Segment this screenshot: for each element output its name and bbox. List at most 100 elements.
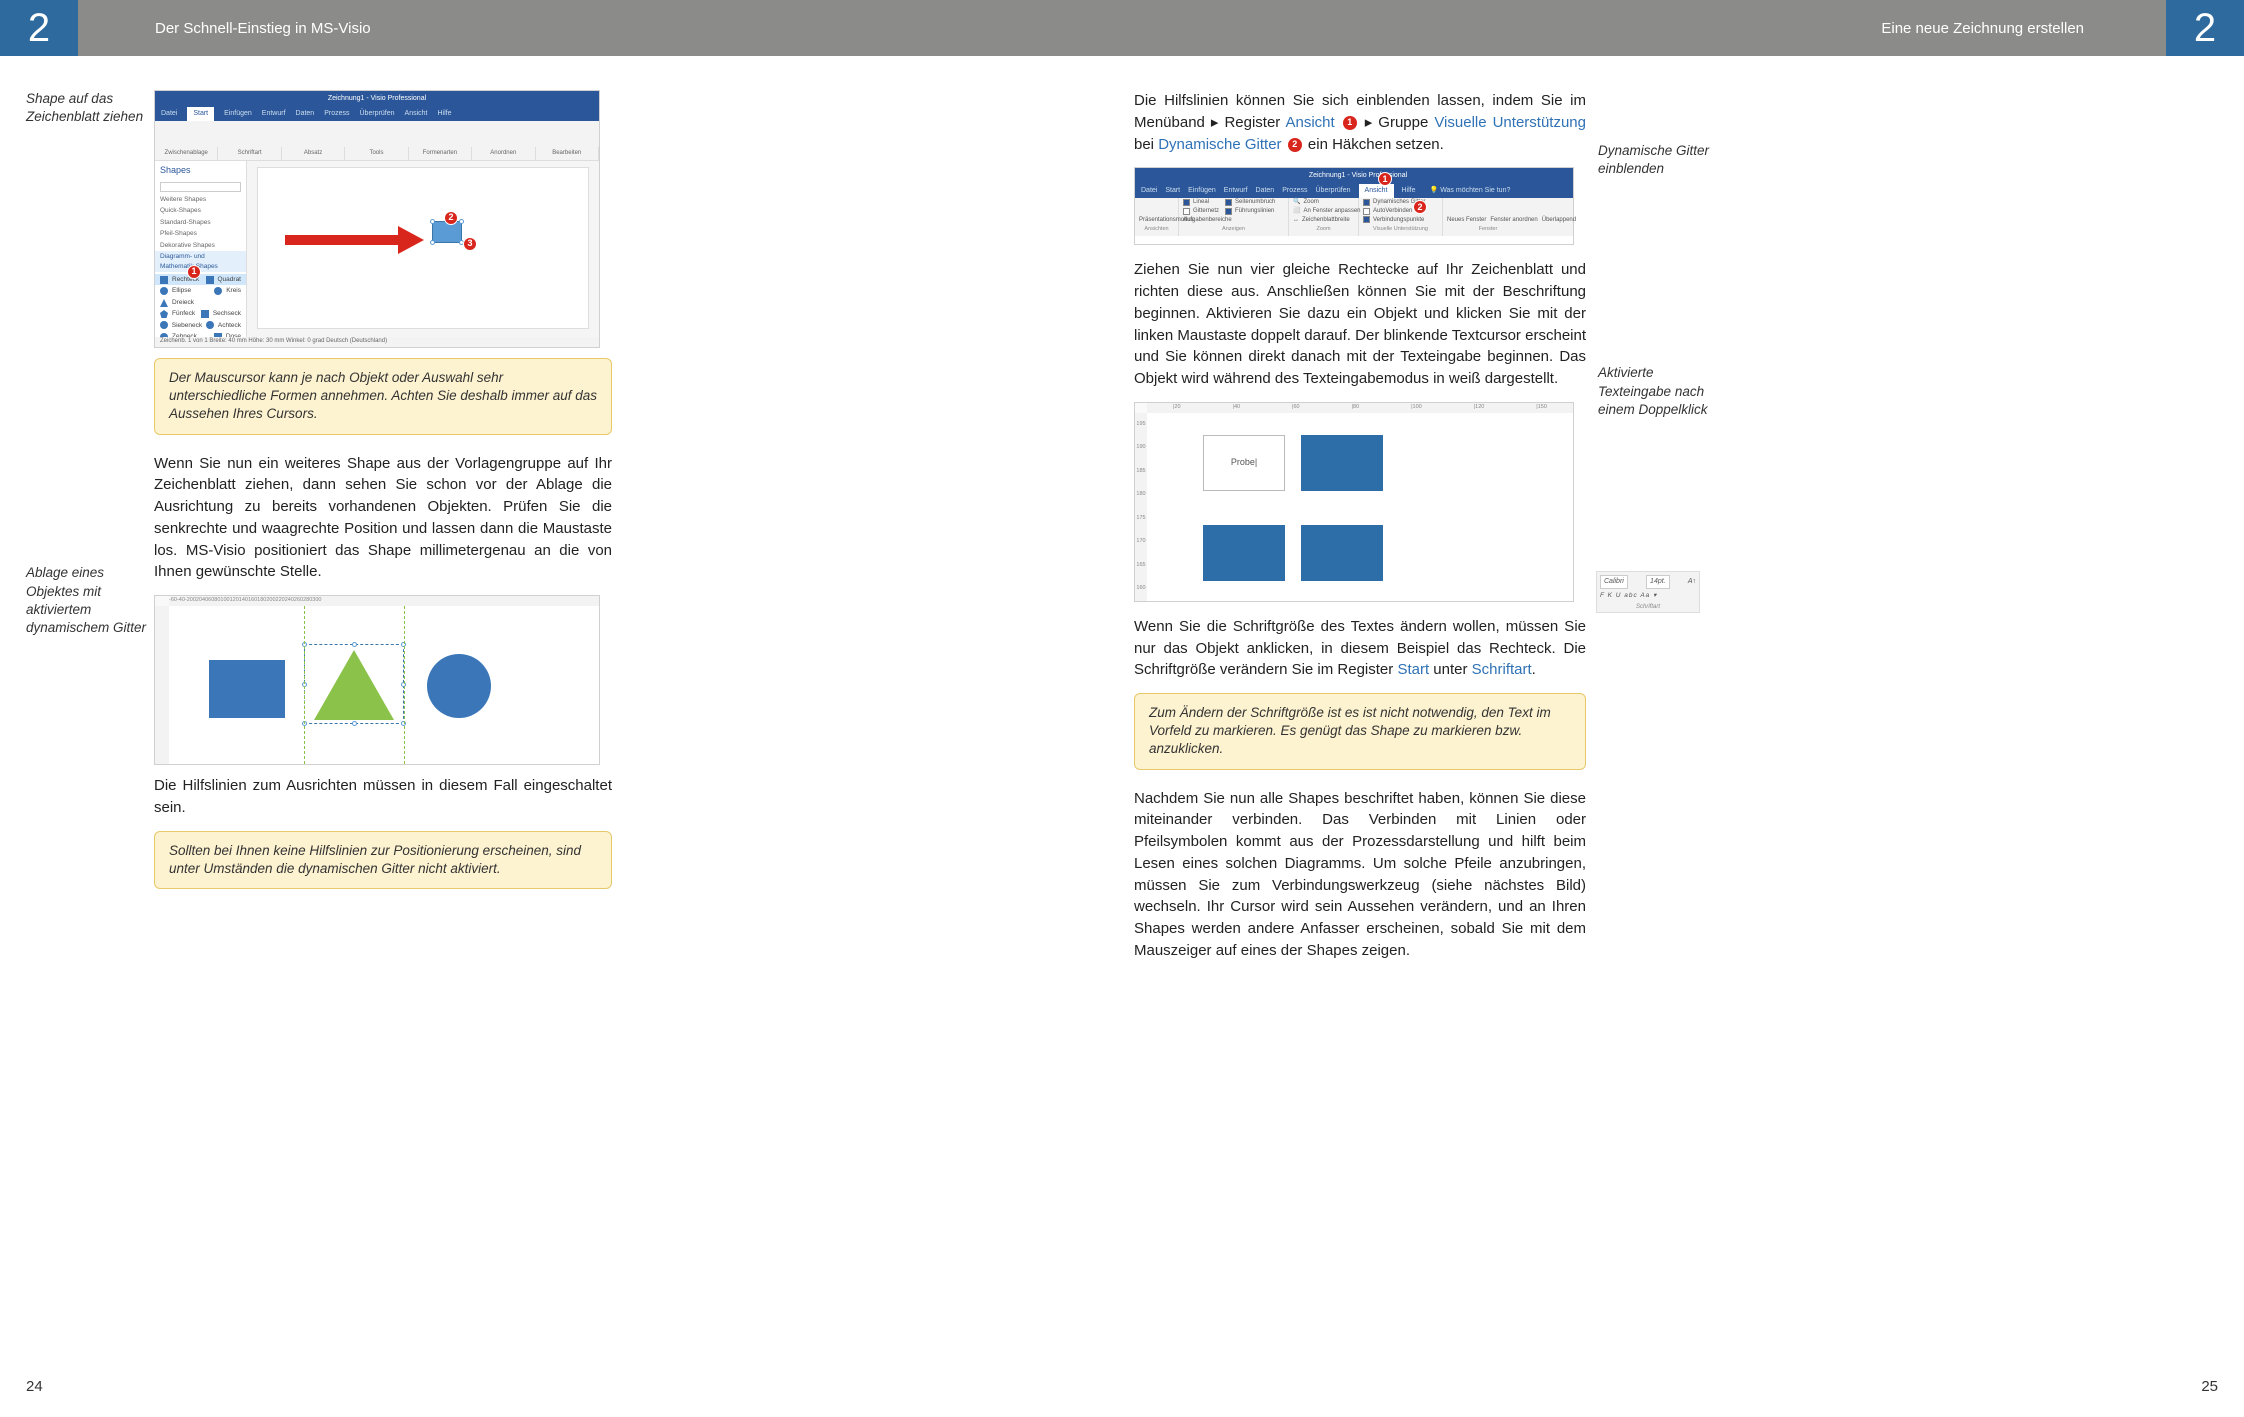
page-right: 2 Eine neue Zeichnung erstellen Die Hilf…: [1122, 0, 2244, 1417]
guide-line-1: [304, 606, 305, 764]
blue-circle[interactable]: [427, 654, 491, 718]
green-triangle[interactable]: [314, 650, 394, 720]
tab-hilfe[interactable]: Hilfe: [438, 109, 452, 119]
margin-text-edit: Aktivierte Texteingabe nach einem Doppel…: [1598, 364, 1728, 419]
link-dyn-gitter: Dynamische Gitter: [1158, 136, 1281, 153]
font-name-field[interactable]: Calibri: [1600, 575, 1628, 588]
opt-anfenster[interactable]: ⬜ An Fenster anpassen: [1293, 207, 1354, 216]
opt-zoom[interactable]: 🔍 Zoom: [1293, 198, 1354, 207]
opt-anordnen[interactable]: Fenster anordnen: [1490, 216, 1537, 225]
font-buttons[interactable]: F K U abc Aa ▾: [1600, 592, 1696, 601]
ellipse-icon: [160, 287, 168, 295]
screenshot-visio-drag: Zeichnung1 - Visio Professional Datei St…: [154, 90, 600, 348]
cat-standard[interactable]: Standard-Shapes: [155, 217, 246, 228]
shape-rechteck[interactable]: RechteckQuadrat: [155, 274, 246, 285]
tip-font-size: Zum Ändern der Schriftgröße ist es ist n…: [1134, 693, 1586, 770]
visio-canvas[interactable]: 2 3: [247, 161, 599, 337]
shapes-title: Shapes: [155, 161, 246, 180]
chk-verbpunkte[interactable]: Verbindungspunkte: [1363, 216, 1438, 225]
visio-titlebar: Zeichnung1 - Visio Professional: [155, 91, 599, 107]
heptagon-icon: [160, 321, 168, 329]
shape-siebeneck[interactable]: SiebeneckAchteck: [155, 320, 246, 331]
marker-3: 3: [463, 237, 477, 251]
tab-datei[interactable]: Datei: [161, 109, 177, 119]
s3-tab-start[interactable]: Start: [1165, 186, 1180, 196]
cat-dekorativ[interactable]: Dekorative Shapes: [155, 240, 246, 251]
para-guides-on: Die Hilfslinien zum Ausrichten müssen in…: [154, 775, 612, 819]
blue-square[interactable]: [209, 660, 285, 718]
screenshot-dynamic-grid: -60-40-200204060801001201401601802002202…: [154, 595, 600, 765]
chk-fuhrung[interactable]: Führungslinien: [1225, 207, 1275, 216]
shapes-search[interactable]: [160, 182, 241, 192]
para-enable-guides: Die Hilfslinien können Sie sich einblend…: [1134, 90, 1586, 155]
tab-start[interactable]: Start: [187, 107, 214, 121]
s4-ruler-h: |20|40|60|80|100|120|150: [1147, 403, 1573, 413]
opt-neues[interactable]: Neues Fenster: [1447, 216, 1486, 225]
chk-lineal[interactable]: Lineal: [1183, 198, 1219, 207]
s3-tab-hilfe[interactable]: Hilfe: [1402, 186, 1416, 196]
para-four-rects: Ziehen Sie nun vier gleiche Rechtecke au…: [1134, 259, 1586, 390]
tab-daten[interactable]: Daten: [296, 109, 315, 119]
cat-weitere[interactable]: Weitere Shapes: [155, 194, 246, 205]
tab-prozess[interactable]: Prozess: [324, 109, 349, 119]
para-font-size: Wenn Sie die Schriftgröße des Textes änd…: [1134, 616, 1586, 681]
rect-editing[interactable]: Probe|: [1203, 435, 1285, 491]
tab-entwurf[interactable]: Entwurf: [262, 109, 286, 119]
shape-dreieck[interactable]: Dreieck: [155, 297, 246, 308]
page-number-left: 24: [26, 1378, 43, 1395]
red-arrow: [285, 228, 425, 252]
header-left-text: Der Schnell-Einstieg in MS-Visio: [155, 20, 371, 37]
margin-dyn-gitter: Dynamische Gitter einblenden: [1598, 142, 1728, 178]
header-left: Der Schnell-Einstieg in MS-Visio: [0, 0, 1122, 56]
chk-seiten[interactable]: Seitenumbruch: [1225, 198, 1275, 207]
font-grow-icon[interactable]: A↑: [1688, 577, 1696, 586]
s3-tab-datei[interactable]: Datei: [1141, 186, 1157, 196]
s3-group-anzeigen: Lineal Gitternetz Seitenumbruch Führungs…: [1179, 198, 1289, 236]
chk-gitter[interactable]: Gitternetz: [1183, 207, 1219, 216]
rect-icon: [160, 276, 168, 284]
s3-tab-ansicht[interactable]: Ansicht: [1359, 184, 1394, 198]
rect-2[interactable]: [1301, 435, 1383, 491]
tab-einfugen[interactable]: Einfügen: [224, 109, 252, 119]
s3-tell-me[interactable]: 💡 Was möchten Sie tun?: [1430, 186, 1511, 196]
s3-tab-daten[interactable]: Daten: [1256, 186, 1275, 196]
guide-line-2: [404, 606, 405, 764]
num-2-inline: 2: [1288, 138, 1302, 152]
opt-breite[interactable]: ↔ Zeichenblattbreite: [1293, 216, 1354, 225]
s3-group-fenster: Neues Fenster Fenster anordnen Überlappe…: [1443, 198, 1533, 236]
statusbar: Zeichenb. 1 von 1 Breite: 40 mm Höhe: 30…: [155, 337, 599, 347]
s3-tabs: Datei Start Einfügen Entwurf Daten Proze…: [1135, 184, 1573, 198]
opt-uberlapp[interactable]: Überlappend: [1542, 216, 1576, 225]
hexagon-icon: [201, 310, 209, 318]
canvas-shapes[interactable]: [169, 606, 599, 764]
shape-ellipse[interactable]: EllipseKreis: [155, 285, 246, 296]
tab-uberprufen[interactable]: Überprüfen: [360, 109, 395, 119]
font-size-field[interactable]: 14pt.: [1646, 575, 1670, 588]
s3-tab-entwurf[interactable]: Entwurf: [1224, 186, 1248, 196]
ribbon-schriftart: Schriftart: [218, 147, 281, 160]
ribbon-absatz: Absatz: [282, 147, 345, 160]
margin-note-1: Shape auf das Zeichenblatt ziehen: [26, 90, 154, 126]
screenshot-ansicht-ribbon: Zeichnung1 - Visio Professional Datei St…: [1134, 167, 1574, 245]
opt-prasent[interactable]: Präsentationsmodus: [1139, 216, 1174, 225]
ruler-horizontal: -60-40-200204060801001201401601802002202…: [169, 596, 599, 606]
s4-canvas[interactable]: Probe|: [1147, 413, 1573, 601]
margin-note-2: Ablage eines Objektes mit aktiviertem dy…: [26, 564, 154, 637]
rect-3[interactable]: [1203, 525, 1285, 581]
link-start: Start: [1397, 661, 1429, 678]
opt-aufgaben[interactable]: Aufgabenbereiche: [1183, 216, 1284, 225]
tab-ansicht[interactable]: Ansicht: [405, 109, 428, 119]
shape-funfeck[interactable]: FünfeckSechseck: [155, 308, 246, 319]
s3-tab-prozess[interactable]: Prozess: [1282, 186, 1307, 196]
cat-pfeil[interactable]: Pfeil-Shapes: [155, 228, 246, 239]
schriftart-label: Schriftart: [1600, 603, 1696, 611]
rect-4[interactable]: [1301, 525, 1383, 581]
cat-quick[interactable]: Quick-Shapes: [155, 205, 246, 216]
marker-2: 2: [444, 211, 458, 225]
s3-tab-uberprufen[interactable]: Überprüfen: [1316, 186, 1351, 196]
s3-tab-einfugen[interactable]: Einfügen: [1188, 186, 1216, 196]
link-visuelle: Visuelle Unterstützung: [1434, 114, 1586, 131]
square-icon: [206, 276, 214, 284]
ribbon-bearbeiten: Bearbeiten: [536, 147, 599, 160]
screenshot-text-edit: |20|40|60|80|100|120|150 195190185180175…: [1134, 402, 1574, 602]
